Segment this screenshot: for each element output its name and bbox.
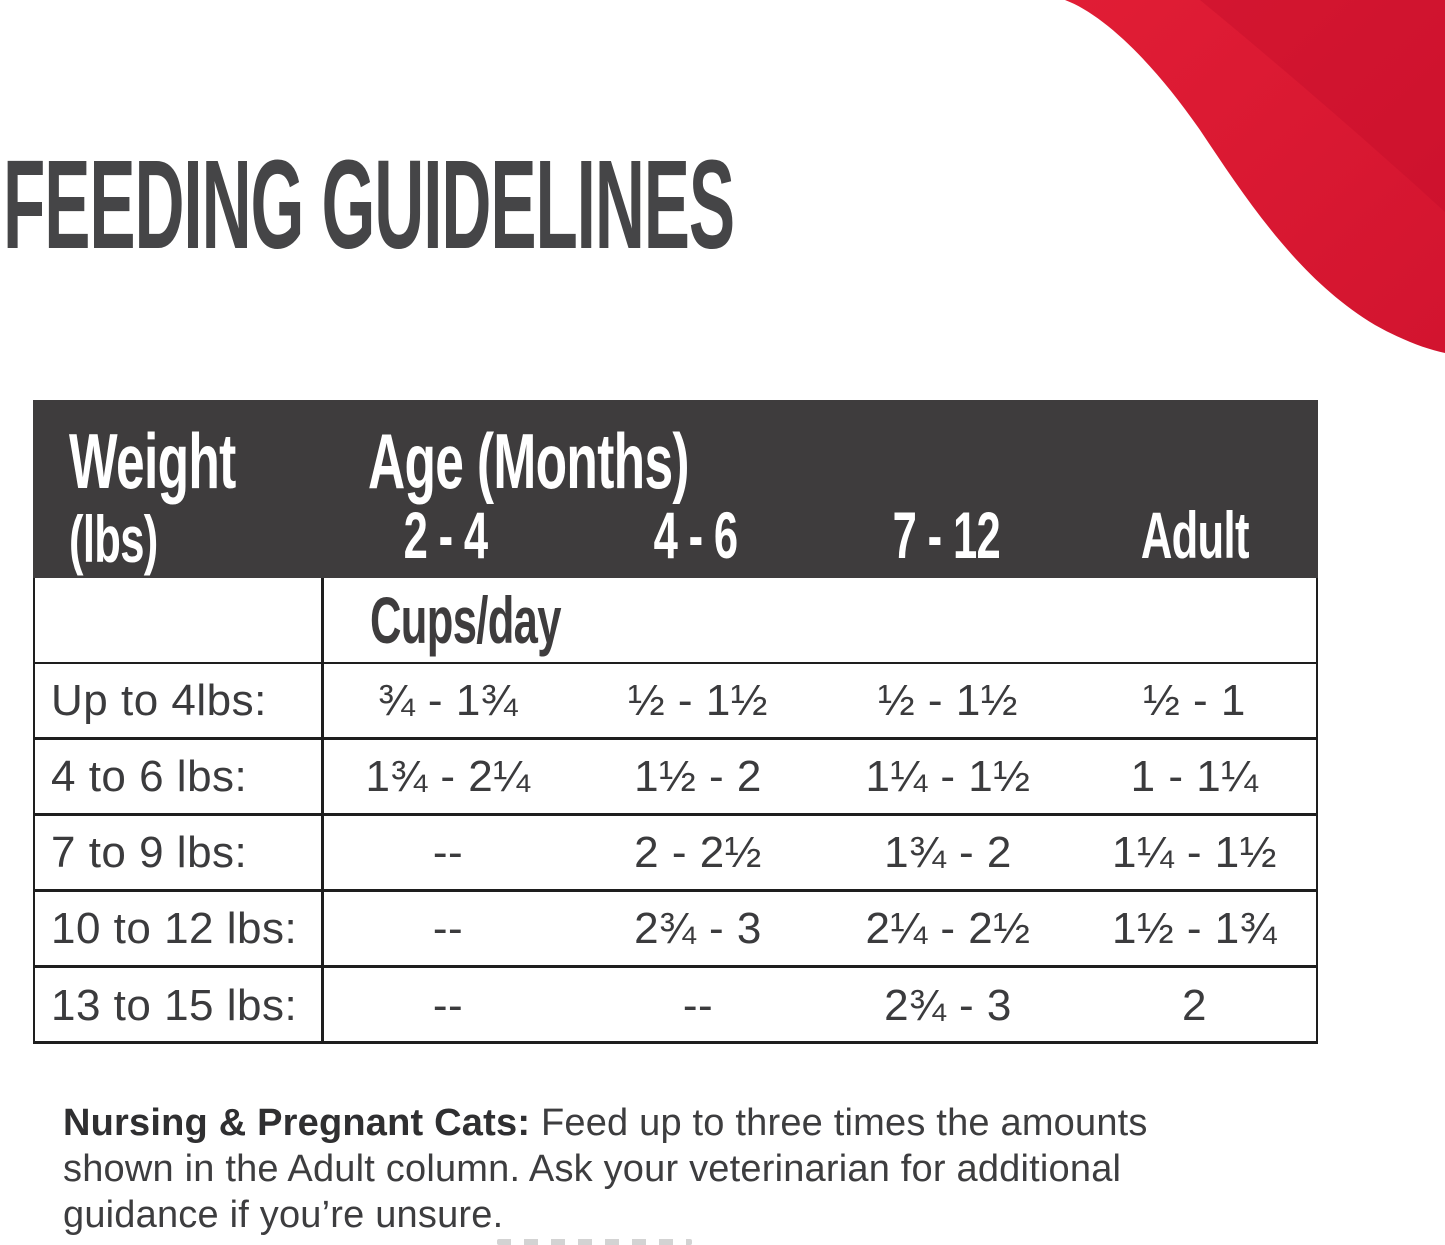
row-weight-label: 7 to 9 lbs: (51, 827, 248, 877)
footnote-line-1: Nursing & Pregnant Cats: Feed up to thre… (63, 1100, 1363, 1146)
cut-off-text-remnant (497, 1239, 692, 1245)
age-months-header: Age (Months) (368, 417, 690, 505)
page-title: FEEDING GUIDELINES (3, 134, 735, 275)
cell-value: -- (432, 827, 464, 877)
table-header: Weight (lbs) Age (Months) 2 - 4 4 - 6 7 … (33, 400, 1318, 578)
weight-unit-label: (lbs) (69, 502, 158, 576)
cell-value: 2 (1182, 981, 1207, 1030)
cell-value: 1¾ - 2¼ (365, 751, 531, 801)
weight-column-header: Weight (69, 417, 236, 505)
units-row: Cups/day (35, 578, 1316, 664)
cell-value: ½ - 1½ (878, 675, 1018, 725)
red-swoosh-decoration (1065, 0, 1445, 353)
table-row: 10 to 12 lbs: -- 2¾ - 3 2¼ - 2½ 1½ - 1¾ (35, 892, 1316, 968)
cell-value: 2 - 2½ (634, 827, 762, 877)
cell-value: 2¾ - 3 (884, 981, 1012, 1030)
cell-value: -- (432, 903, 464, 953)
cell-value: ½ - 1 (1143, 675, 1246, 725)
feeding-table: Weight (lbs) Age (Months) 2 - 4 4 - 6 7 … (33, 400, 1318, 1044)
row-weight-label: 10 to 12 lbs: (51, 903, 298, 953)
cell-value: 1¼ - 1½ (1112, 827, 1277, 877)
cell-value: -- (432, 981, 464, 1030)
age-column-header-label: 7 - 12 (892, 498, 1000, 572)
age-subcolumn-headers: 2 - 4 4 - 6 7 - 12 Adult (33, 502, 1318, 568)
table-row: 7 to 9 lbs: -- 2 - 2½ 1¾ - 2 1¼ - 1½ (35, 816, 1316, 892)
footnote-line-3: guidance if you’re unsure. (63, 1194, 504, 1236)
cell-value: 1¼ - 1½ (865, 751, 1031, 801)
row-weight-label: 13 to 15 lbs: (51, 981, 298, 1030)
cell-value: 1 - 1¼ (1130, 751, 1259, 801)
footnote-line-1-rest: Feed up to three times the amounts (530, 1102, 1148, 1144)
cell-value: 1¾ - 2 (884, 827, 1012, 877)
table-body: Cups/day Up to 4lbs: ¾ - 1¾ ½ - 1½ ½ - 1… (35, 578, 1316, 1044)
column-divider-line (321, 578, 324, 1044)
cell-value: 2¼ - 2½ (865, 903, 1031, 953)
cell-value: ¾ - 1¾ (378, 675, 518, 725)
table-row: 13 to 15 lbs: -- -- 2¾ - 3 2 (35, 968, 1316, 1044)
age-column-header-label: Adult (1140, 498, 1250, 572)
table-row: Up to 4lbs: ¾ - 1¾ ½ - 1½ ½ - 1½ ½ - 1 (35, 664, 1316, 740)
age-column-header-adult: Adult (1071, 502, 1318, 568)
footnote: Nursing & Pregnant Cats: Feed up to thre… (63, 1100, 1363, 1238)
footnote-line-2: shown in the Adult column. Ask your vete… (63, 1148, 1122, 1190)
table-row: 4 to 6 lbs: 1¾ - 2¼ 1½ - 2 1¼ - 1½ 1 - 1… (35, 740, 1316, 816)
row-weight-label: Up to 4lbs: (51, 675, 267, 725)
age-column-header-7-12: 7 - 12 (821, 502, 1071, 568)
cell-value: 1½ - 1¾ (1112, 903, 1277, 953)
age-column-header-2-4: 2 - 4 (321, 502, 571, 568)
age-column-header-4-6: 4 - 6 (571, 502, 821, 568)
footnote-bold-lead: Nursing & Pregnant Cats: (63, 1102, 531, 1144)
row-weight-label: 4 to 6 lbs: (51, 751, 248, 801)
cell-value: -- (682, 981, 714, 1030)
cups-per-day-label: Cups/day (370, 583, 561, 657)
cell-value: 2¾ - 3 (634, 903, 762, 953)
cell-value: ½ - 1½ (628, 675, 768, 725)
age-column-header-label: 2 - 4 (404, 498, 489, 572)
spacer-cell (33, 502, 321, 568)
age-column-header-label: 4 - 6 (654, 498, 739, 572)
cell-value: 1½ - 2 (634, 751, 762, 801)
